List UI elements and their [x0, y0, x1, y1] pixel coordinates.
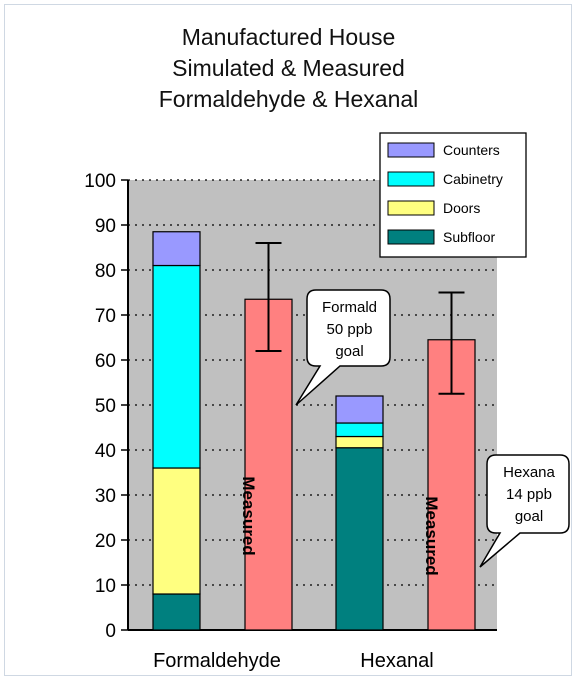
- legend-label-subfloor: Subfloor: [443, 229, 495, 245]
- bar-measured-formaldehyde: [244, 298, 293, 631]
- bar-subfloor-formaldehyde: [152, 593, 201, 631]
- x-category-label-formaldehyde: Formaldehyde: [153, 650, 281, 672]
- legend-swatch-doors: [387, 200, 435, 216]
- y-tick-label-10: 10: [95, 576, 116, 597]
- callout-1-line-1: Formald: [322, 299, 377, 316]
- legend-swatch-cabinetry: [387, 171, 435, 187]
- legend-label-counters: Counters: [443, 142, 500, 158]
- y-tick-label-100: 100: [84, 171, 116, 192]
- bar-doors-hexanal: [335, 435, 384, 449]
- chart-title-line-1: Manufactured House: [181, 24, 396, 50]
- callout-1-line-3: goal: [335, 343, 363, 360]
- bar-counters-formaldehyde: [152, 231, 201, 267]
- callout-2-line-2: 14 ppb: [506, 486, 552, 503]
- y-tick-label-60: 60: [95, 351, 116, 372]
- chart-title-line-2: Simulated & Measured: [172, 55, 405, 81]
- chart-title: Manufactured House Simulated & Measured …: [0, 22, 577, 115]
- bar-counters-hexanal: [335, 395, 384, 424]
- callout-2-line-1: Hexana: [503, 464, 555, 481]
- bar-doors-formaldehyde: [152, 467, 201, 595]
- y-tick-label-40: 40: [95, 441, 116, 462]
- callout-1-line-2: 50 ppb: [327, 321, 373, 338]
- measured-label-hexanal: Measured: [422, 496, 441, 575]
- callout-box-1: [295, 289, 391, 406]
- y-tick-label-80: 80: [95, 261, 116, 282]
- legend-label-doors: Doors: [443, 200, 480, 216]
- y-tick-label-90: 90: [95, 216, 116, 237]
- bar-subfloor-hexanal: [335, 447, 384, 631]
- legend-swatch-subfloor: [387, 229, 435, 245]
- callout-2-line-3: goal: [515, 508, 543, 525]
- y-tick-label-50: 50: [95, 396, 116, 417]
- bar-cabinetry-formaldehyde: [152, 264, 201, 469]
- measured-label-formaldehyde: Measured: [239, 476, 258, 555]
- legend-label-cabinetry: Cabinetry: [443, 171, 503, 187]
- x-category-label-hexanal: Hexanal: [360, 650, 433, 672]
- legend-swatch-counters: [387, 142, 435, 158]
- callout-box-2: [479, 454, 570, 568]
- y-tick-label-20: 20: [95, 531, 116, 552]
- y-tick-label-70: 70: [95, 306, 116, 327]
- bar-cabinetry-hexanal: [335, 422, 384, 438]
- y-tick-label-30: 30: [95, 486, 116, 507]
- chart-title-line-3: Formaldehyde & Hexanal: [158, 86, 419, 112]
- y-tick-label-0: 0: [105, 621, 116, 642]
